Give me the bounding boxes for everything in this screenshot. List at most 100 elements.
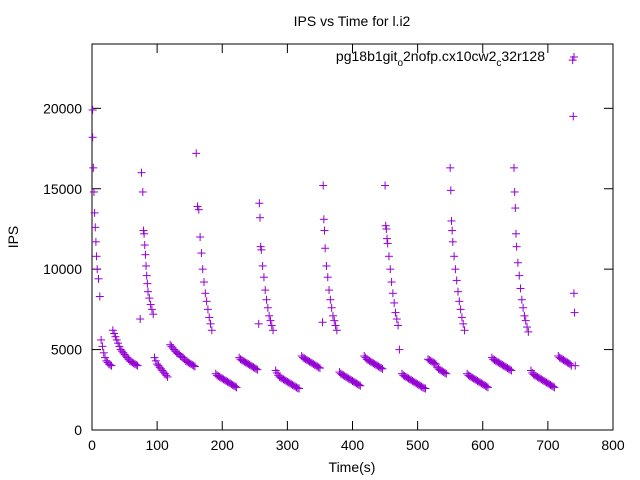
data-point <box>355 380 364 389</box>
data-point <box>512 242 521 251</box>
y-tick-label: 15000 <box>43 181 82 197</box>
data-point <box>136 315 145 324</box>
data-point <box>88 105 97 114</box>
data-point <box>137 168 146 177</box>
data-point <box>446 163 455 172</box>
data-point <box>140 241 149 250</box>
data-point <box>101 353 110 362</box>
data-point <box>92 252 101 261</box>
data-point <box>253 365 262 374</box>
legend-label-part: 32r128 <box>501 48 545 64</box>
data-point <box>386 265 395 274</box>
x-tick-label: 800 <box>601 437 625 453</box>
data-point <box>295 384 304 393</box>
data-point <box>377 364 386 373</box>
data-point <box>381 181 390 190</box>
data-point <box>97 335 106 344</box>
data-point <box>455 297 464 306</box>
data-point <box>143 279 152 288</box>
data-point <box>430 359 439 368</box>
data-point <box>446 186 455 195</box>
data-point <box>431 360 440 369</box>
data-point <box>142 261 151 270</box>
data-point <box>106 360 115 369</box>
legend-label-part: 2nofp.cx10cw2 <box>403 48 497 64</box>
data-point <box>483 383 492 392</box>
data-point <box>550 383 559 392</box>
x-tick-label: 500 <box>406 437 430 453</box>
data-point <box>88 133 97 142</box>
data-point <box>258 261 267 270</box>
data-point <box>231 382 240 391</box>
data-point <box>448 237 457 246</box>
data-point <box>327 303 336 312</box>
data-point <box>232 383 241 392</box>
data-point <box>142 271 151 280</box>
data-point <box>460 326 469 335</box>
x-tick-label: 200 <box>211 437 235 453</box>
data-point <box>440 368 449 377</box>
data-point <box>549 382 558 391</box>
data-point <box>267 321 276 330</box>
data-point <box>519 303 528 312</box>
data-point <box>189 361 198 370</box>
data-point <box>254 319 263 328</box>
y-tick-label: 0 <box>74 422 82 438</box>
legend-label-part: pg18b1git <box>336 48 398 64</box>
data-point <box>568 56 577 65</box>
data-point <box>314 363 323 372</box>
data-point <box>265 311 274 320</box>
data-point <box>266 316 275 325</box>
data-point <box>202 297 211 306</box>
data-point <box>149 310 158 319</box>
data-point <box>151 356 160 365</box>
y-tick-label: 20000 <box>43 100 82 116</box>
data-point <box>110 329 119 338</box>
x-axis-label: Time(s) <box>329 459 376 475</box>
x-tick-label: 300 <box>276 437 300 453</box>
data-point <box>108 326 117 335</box>
data-point <box>330 316 339 325</box>
data-point <box>383 234 392 243</box>
data-point <box>332 326 341 335</box>
data-point <box>457 313 466 322</box>
data-point <box>381 221 390 230</box>
data-point <box>89 187 98 196</box>
data-point <box>513 258 522 267</box>
data-point <box>390 298 399 307</box>
data-point <box>111 332 120 341</box>
data-point <box>203 305 212 314</box>
x-tick-label: 100 <box>145 437 169 453</box>
data-point <box>323 273 332 282</box>
data-point <box>146 300 155 309</box>
data-point <box>163 372 172 381</box>
data-point <box>482 382 491 391</box>
data-point <box>206 319 215 328</box>
data-point <box>511 204 520 213</box>
data-point <box>207 326 216 335</box>
data-point <box>442 369 451 378</box>
data-point <box>459 319 468 328</box>
data-point <box>257 245 266 254</box>
data-point <box>356 381 365 390</box>
data-point <box>391 308 400 317</box>
data-point <box>140 229 149 238</box>
data-point <box>261 286 270 295</box>
data-point <box>520 311 529 320</box>
data-point <box>196 233 205 241</box>
data-point <box>319 215 328 224</box>
data-point <box>115 342 124 351</box>
data-point <box>523 323 532 332</box>
data-point <box>450 252 459 261</box>
data-point <box>511 229 520 238</box>
data-point <box>510 187 519 196</box>
data-point <box>200 278 209 287</box>
x-tick-label: 700 <box>536 437 560 453</box>
data-point <box>205 313 214 322</box>
data-point <box>259 273 268 282</box>
data-point <box>197 249 206 258</box>
data-point <box>326 295 335 304</box>
data-point <box>447 216 456 225</box>
data-point <box>394 321 403 330</box>
